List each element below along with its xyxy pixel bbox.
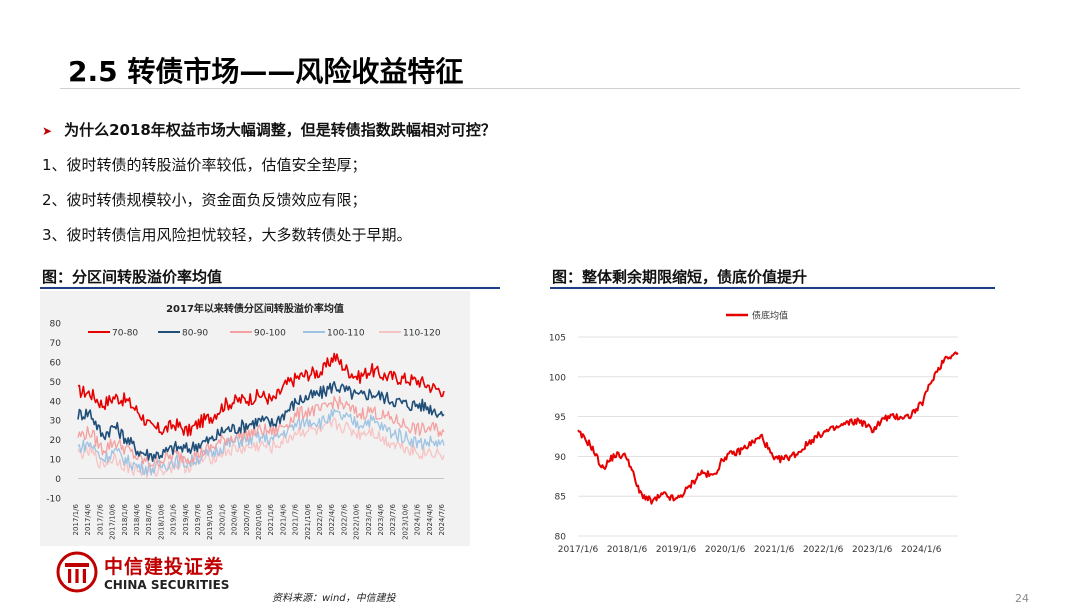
x-tick-label: 2019/1/6 (656, 545, 697, 555)
x-tick-label: 2017/7/6 (96, 503, 104, 535)
x-tick-label: 2022/1/6 (803, 545, 844, 555)
y-tick-label: 105 (550, 334, 566, 344)
x-tick-label: 2017/1/6 (558, 545, 599, 555)
x-tick-label: 2020/1/6 (218, 503, 226, 535)
x-tick-label: 2024/1/6 (901, 545, 942, 555)
y-tick-label: 90 (555, 453, 567, 463)
point-2: 2、彼时转债规模较小，资金面负反馈效应有限； (42, 191, 367, 209)
y-tick-label: 70 (50, 339, 62, 349)
y-tick-label: 95 (555, 413, 566, 423)
legend-label: 100-110 (327, 329, 365, 339)
y-tick-label: 80 (50, 320, 62, 330)
x-tick-label: 2023/1/6 (852, 545, 893, 555)
x-tick-label: 2022/4/6 (328, 503, 336, 535)
legend-label: 70-80 (112, 329, 138, 339)
x-tick-label: 2024/4/6 (426, 503, 434, 535)
x-tick-label: 2022/7/6 (340, 503, 348, 535)
y-tick-label: 40 (50, 397, 62, 407)
bullet-question: 为什么2018年权益市场大幅调整，但是转债指数跌幅相对可控？ (64, 121, 496, 139)
y-tick-label: 0 (55, 475, 61, 485)
x-tick-label: 2018/7/6 (145, 503, 153, 535)
x-tick-label: 2017/4/6 (84, 503, 92, 535)
x-tick-label: 2017/1/6 (72, 503, 80, 535)
legend-label: 110-120 (403, 329, 441, 339)
x-tick-label: 2021/4/6 (279, 503, 287, 535)
x-tick-label: 2019/1/6 (170, 503, 178, 535)
y-tick-label: 80 (555, 533, 567, 543)
left-chart-heading: 图：分区间转股溢价率均值 (42, 268, 223, 286)
logo-emblem (56, 551, 98, 597)
x-tick-label: 2021/1/6 (267, 503, 275, 535)
y-tick-label: -10 (46, 495, 61, 505)
premium-rate-chart: 2017年以来转债分区间转股溢价率均值 80 70 60 50 40 30 20 10 0 -10 2… (46, 302, 446, 540)
x-tick-label: 2021/7/6 (292, 503, 300, 535)
title-divider (60, 88, 1020, 89)
x-tick-label: 2018/4/6 (133, 503, 141, 535)
x-tick-label: 2020/4/6 (231, 503, 239, 535)
right-chart-panel: 105 100 95 90 85 80 2017/1/6 2018/1/6 2019/1/6 20… (549, 291, 1010, 561)
point-1: 1、彼时转债的转股溢价率较低，估值安全垫厚； (42, 156, 367, 174)
x-tick-label: 2022/1/6 (316, 503, 324, 535)
y-tick-label: 50 (50, 378, 62, 388)
y-tick-label: 30 (50, 417, 62, 427)
x-tick-label: 2024/1/6 (414, 503, 422, 535)
series-line-70-80 (77, 352, 445, 437)
series-line-80-90 (77, 381, 445, 462)
x-tick-label: 2024/7/6 (438, 503, 446, 535)
x-tick-label: 2021/1/6 (754, 545, 795, 555)
x-tick-label: 2023/7/6 (389, 503, 397, 535)
logo-english-name: CHINA SECURITIES (104, 578, 230, 592)
y-tick-label: 100 (550, 373, 566, 383)
series-line-110-120 (77, 417, 445, 479)
y-tick-label: 10 (50, 456, 62, 466)
logo-chinese-name: 中信建投证券 (104, 556, 225, 578)
left-chart-panel: 2017年以来转债分区间转股溢价率均值 80 70 60 50 40 30 20 10 0 -10 2… (40, 291, 470, 546)
legend-label: 90-100 (254, 329, 286, 339)
x-tick-label: 2018/1/6 (607, 545, 648, 555)
x-tick-label: 2020/1/6 (705, 545, 746, 555)
citic-logo-icon (56, 551, 98, 593)
right-heading-rule (550, 287, 995, 289)
right-chart-heading: 图：整体剩余期限缩短，债底价值提升 (552, 268, 808, 286)
y-tick-label: 20 (50, 436, 62, 446)
x-tick-label: 2023/1/6 (365, 503, 373, 535)
slide-title: 2.5 转债市场——风险收益特征 (68, 55, 464, 88)
x-tick-label: 2021/10/6 (304, 503, 312, 539)
x-tick-label: 2020/10/6 (255, 503, 263, 539)
x-tick-label: 2023/10/6 (401, 503, 409, 539)
left-heading-rule (40, 287, 500, 289)
x-tick-label: 2017/10/6 (109, 503, 117, 539)
x-tick-label: 2018/10/6 (157, 503, 165, 539)
y-tick-label: 85 (555, 493, 566, 503)
x-tick-label: 2020/7/6 (243, 503, 251, 535)
series-line-100-110 (77, 408, 445, 476)
bond-floor-chart: 105 100 95 90 85 80 2017/1/6 2018/1/6 2019/1/6 20… (549, 310, 959, 555)
legend-label: 债底均值 (752, 310, 788, 322)
x-tick-label: 2019/4/6 (182, 503, 190, 535)
x-tick-label: 2022/10/6 (353, 503, 361, 539)
y-tick-label: 60 (50, 358, 62, 368)
chart-title: 2017年以来转债分区间转股溢价率均值 (166, 302, 344, 315)
series-line-bond-floor (577, 351, 959, 505)
x-tick-label: 2023/4/6 (377, 503, 385, 535)
bullet-question-row: ➤ 为什么2018年权益市场大幅调整，但是转债指数跌幅相对可控？ (42, 119, 496, 140)
x-tick-label: 2019/10/6 (206, 503, 214, 539)
legend-label: 80-90 (182, 329, 208, 339)
page-number: 24 (1015, 592, 1029, 605)
arrow-bullet-icon: ➤ (42, 124, 53, 138)
source-note: 资料来源：wind，中信建投 (272, 593, 396, 604)
x-tick-label: 2018/1/6 (121, 503, 129, 535)
point-3: 3、彼时转债信用风险担忧较轻，大多数转债处于早期。 (42, 226, 412, 244)
x-tick-label: 2019/7/6 (194, 503, 202, 535)
